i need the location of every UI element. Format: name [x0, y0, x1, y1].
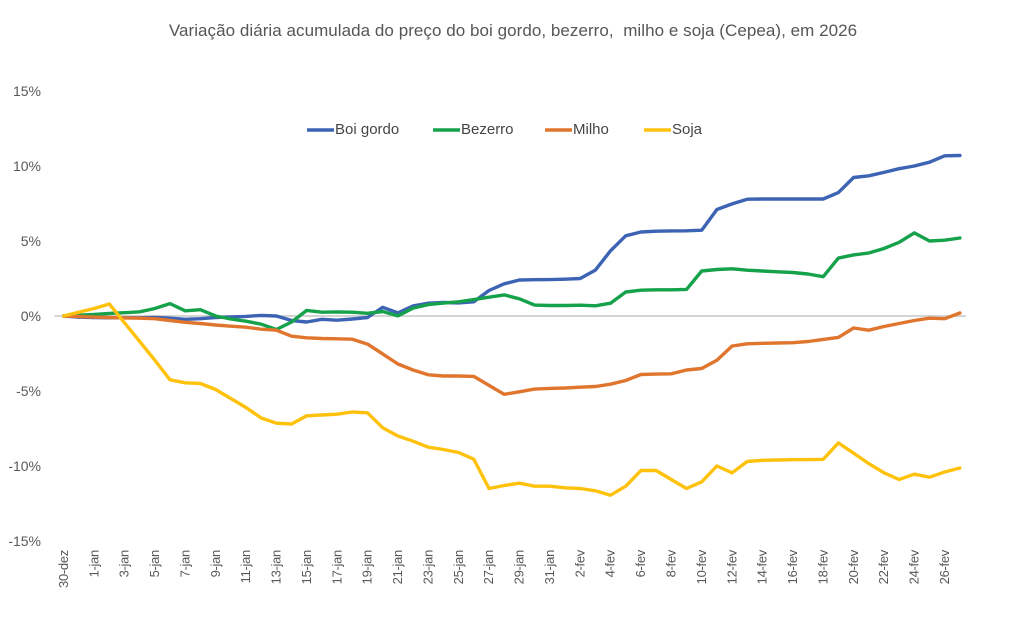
svg-text:14-fev: 14-fev [755, 549, 770, 584]
svg-text:31-jan: 31-jan [542, 550, 557, 584]
svg-text:Milho: Milho [573, 121, 609, 138]
svg-text:25-jan: 25-jan [451, 550, 466, 584]
svg-text:15%: 15% [13, 83, 41, 99]
svg-text:9-jan: 9-jan [208, 550, 223, 577]
svg-text:16-fev: 16-fev [785, 549, 800, 584]
svg-text:Variação diária acumulada do p: Variação diária acumulada do preço do bo… [169, 21, 857, 40]
svg-text:18-fev: 18-fev [815, 549, 830, 584]
svg-text:17-jan: 17-jan [329, 550, 344, 584]
svg-text:24-fev: 24-fev [907, 549, 922, 584]
svg-text:23-jan: 23-jan [421, 550, 436, 584]
svg-text:11-jan: 11-jan [238, 550, 253, 583]
svg-text:-10%: -10% [8, 458, 41, 474]
svg-text:20-fev: 20-fev [846, 549, 861, 584]
svg-text:Bezerro: Bezerro [461, 121, 514, 138]
svg-text:6-fev: 6-fev [633, 549, 648, 577]
svg-text:30-dez: 30-dez [56, 550, 71, 588]
svg-text:22-fev: 22-fev [876, 549, 891, 584]
svg-text:-15%: -15% [8, 533, 41, 549]
svg-text:4-fev: 4-fev [603, 549, 618, 577]
svg-text:13-jan: 13-jan [269, 550, 284, 584]
svg-text:7-jan: 7-jan [177, 550, 192, 577]
svg-text:Soja: Soja [672, 121, 703, 138]
svg-text:19-jan: 19-jan [360, 550, 375, 584]
svg-text:2-fev: 2-fev [572, 549, 587, 577]
svg-text:27-jan: 27-jan [481, 550, 496, 584]
svg-text:Boi gordo: Boi gordo [335, 121, 399, 138]
svg-text:8-fev: 8-fev [664, 549, 679, 577]
svg-text:21-jan: 21-jan [390, 550, 405, 584]
svg-text:29-jan: 29-jan [512, 550, 527, 584]
svg-text:-5%: -5% [16, 383, 41, 399]
svg-text:5-jan: 5-jan [147, 550, 162, 577]
svg-text:3-jan: 3-jan [117, 550, 132, 577]
svg-text:0%: 0% [21, 308, 41, 324]
svg-text:12-fev: 12-fev [724, 549, 739, 584]
svg-text:15-jan: 15-jan [299, 550, 314, 584]
svg-text:10-fev: 10-fev [694, 549, 709, 584]
svg-text:1-jan: 1-jan [86, 550, 101, 577]
svg-text:26-fev: 26-fev [937, 549, 952, 584]
svg-text:10%: 10% [13, 158, 41, 174]
svg-text:5%: 5% [21, 233, 41, 249]
